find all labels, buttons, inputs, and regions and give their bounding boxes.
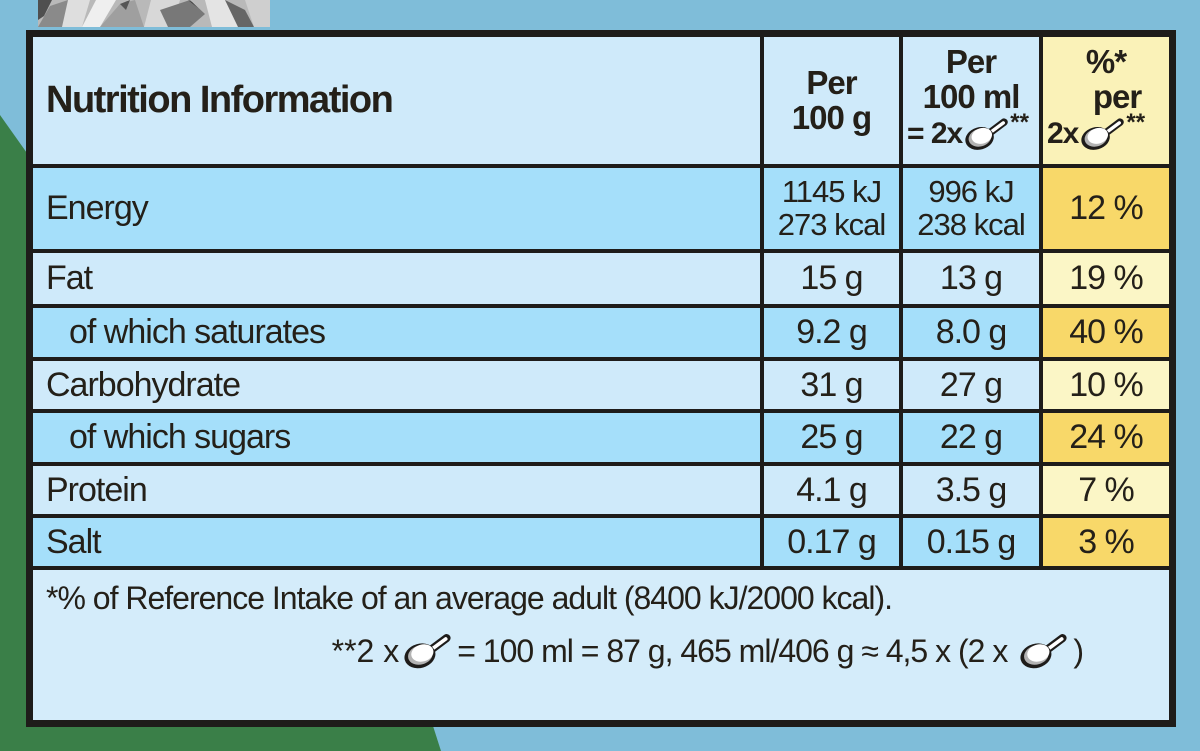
per-100ml-line1: Per [945,42,997,80]
value-per-100ml: 13 g [899,253,1039,304]
per-100ml-scoop-prefix: = 2x [907,117,963,151]
footnote-line2-before: **2 x [331,632,400,669]
value-ri-percent: 24 % [1039,413,1169,462]
ri-scoop-suffix: ** [1126,108,1146,136]
value-ri-percent: 12 % [1039,168,1169,249]
value-ri-percent: 40 % [1039,308,1169,357]
table-row-salt: Salt 0.17 g 0.15 g 3 % [33,514,1169,566]
row-label: Energy [33,168,760,249]
footnote-reference-intake: *% of Reference Intake of an average adu… [46,580,893,616]
value-per-100g: 0.17 g [760,518,899,566]
per-100g-line2: 100 g [791,98,872,136]
row-label: Salt [33,518,760,566]
table-row-energy: Energy 1145 kJ 273 kcal 996 kJ 238 kcal … [33,164,1169,249]
ri-line1: %* [1085,42,1127,80]
value-per-100ml: 22 g [899,413,1039,462]
table-row-saturates: of which saturates 9.2 g 8.0 g 40 % [33,304,1169,357]
value-ri-percent: 19 % [1039,253,1169,304]
value-per-100g: 25 g [760,413,899,462]
footnote-line2-after: ) [1073,632,1084,669]
row-label: Fat [33,253,760,304]
per-100g-line1: Per [806,63,857,101]
footnote-scoop-equivalence: **2 x = 100 ml = 87 g, 465 ml/406 g ≈ 4,… [46,631,1155,671]
scoop-icon [1081,118,1125,151]
ri-line2: per [1092,77,1142,115]
value-ri-percent: 10 % [1039,361,1169,409]
table-header-row: Nutrition Information Per 100 g Per 100 … [33,37,1169,164]
value-per-100g: 9.2 g [760,308,899,357]
scoop-icon [404,634,451,669]
footnotes: *% of Reference Intake of an average adu… [33,566,1169,720]
row-label: of which sugars [33,413,760,462]
value-ri-percent: 3 % [1039,518,1169,566]
row-label: Protein [33,466,760,514]
bw-photo-fragment [38,0,270,27]
ri-scoop-prefix: 2x [1047,117,1079,151]
value-per-100g: 4.1 g [760,466,899,514]
header-per-100g: Per 100 g [760,37,899,164]
scoop-icon [1020,634,1067,669]
table-row-fat: Fat 15 g 13 g 19 % [33,249,1169,304]
value-per-100ml: 3.5 g [899,466,1039,514]
row-label: of which saturates [33,308,760,357]
value-per-100ml: 8.0 g [899,308,1039,357]
scoop-icon [965,118,1009,151]
value-per-100g: 1145 kJ 273 kcal [760,168,899,249]
nutrition-table: Nutrition Information Per 100 g Per 100 … [26,30,1176,727]
header-per-100ml: Per 100 ml = 2x ** [899,37,1039,164]
per-100ml-line2: 100 ml [922,77,1021,115]
footnote-line2-mid: = 100 ml = 87 g, 465 ml/406 g ≈ 4,5 x (2… [457,632,1008,669]
value-ri-percent: 7 % [1039,466,1169,514]
value-per-100g: 15 g [760,253,899,304]
table-row-sugars: of which sugars 25 g 22 g 24 % [33,409,1169,462]
value-per-100ml: 27 g [899,361,1039,409]
per-100ml-scoop-suffix: ** [1010,108,1029,136]
row-label: Carbohydrate [33,361,760,409]
value-per-100ml: 0.15 g [899,518,1039,566]
header-ri-percent: %* per 2x ** [1039,37,1169,164]
table-row-carbohydrate: Carbohydrate 31 g 27 g 10 % [33,357,1169,409]
value-per-100ml: 996 kJ 238 kcal [899,168,1039,249]
table-title: Nutrition Information [33,37,760,164]
value-per-100g: 31 g [760,361,899,409]
table-row-protein: Protein 4.1 g 3.5 g 7 % [33,462,1169,514]
